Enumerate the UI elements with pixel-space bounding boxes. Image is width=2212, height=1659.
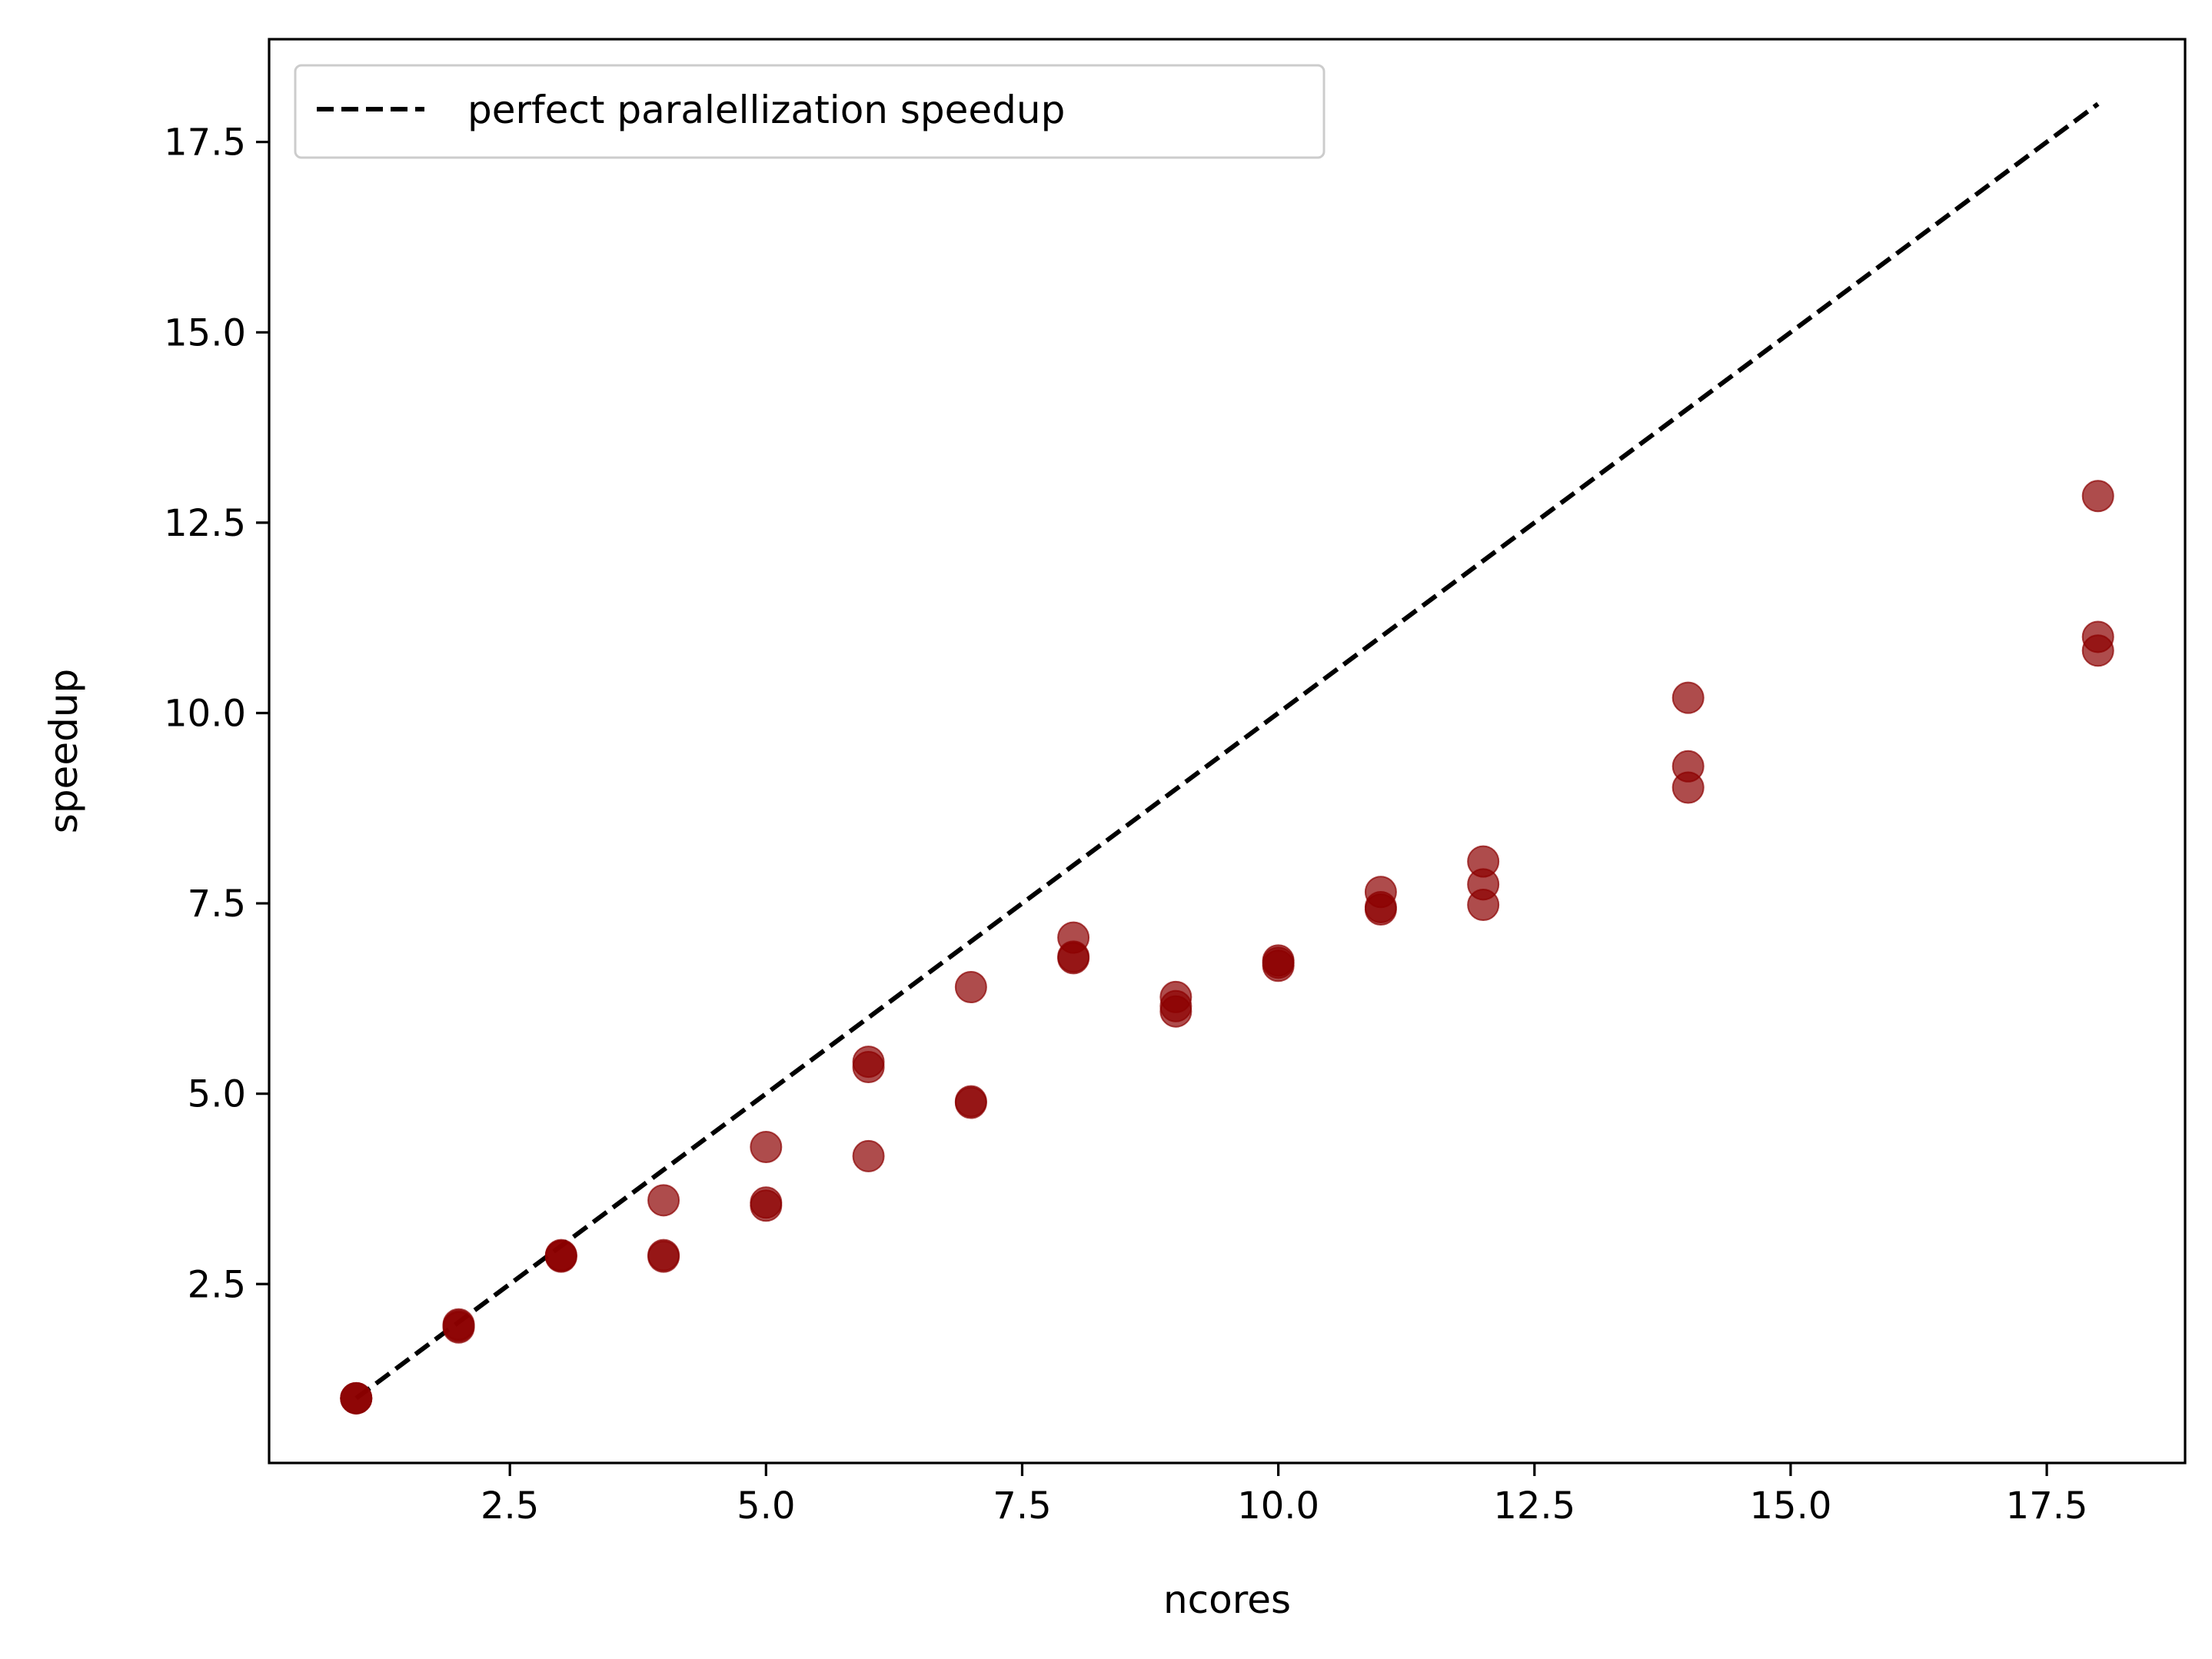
y-tick-label: 15.0	[164, 311, 246, 354]
axes: 2.5 5.0 7.5 10.0 12.5 15.0 17.5 2.5 5.0 7.5 10.0 12…	[42, 38, 2187, 1622]
plot-area	[340, 101, 2114, 1415]
y-tick-label: 7.5	[188, 883, 246, 926]
legend: perfect paralellization speedup	[294, 64, 1326, 159]
y-tick-label: 5.0	[188, 1073, 246, 1116]
scatter-point	[1159, 995, 1192, 1028]
scatter-point	[1364, 893, 1397, 926]
x-tick-label: 2.5	[481, 1484, 539, 1528]
x-tick-label: 17.5	[2006, 1484, 2088, 1528]
scatter-point	[647, 1184, 680, 1217]
y-tick-label: 17.5	[164, 121, 246, 165]
y-tick-label: 10.0	[164, 692, 246, 735]
plot-content	[340, 101, 2114, 1415]
scatter-point	[750, 1130, 783, 1163]
scatter-point	[2081, 480, 2114, 513]
scatter-point	[1671, 771, 1705, 804]
y-tick-label: 12.5	[164, 502, 246, 545]
scatter-point	[750, 1189, 783, 1222]
scatter-point	[2081, 634, 2114, 667]
legend-box	[294, 64, 1326, 159]
legend-label: perfect paralellization speedup	[467, 88, 1065, 132]
x-tick-label: 7.5	[993, 1484, 1051, 1528]
x-tick-label: 12.5	[1493, 1484, 1575, 1528]
scatter-point	[442, 1311, 475, 1344]
scatter-point	[1262, 949, 1295, 982]
scatter-point	[1467, 889, 1500, 922]
scatter-point	[1057, 942, 1090, 975]
scatter-point	[340, 1381, 373, 1415]
x-tick-label: 15.0	[1750, 1484, 1832, 1528]
scatter-point	[852, 1051, 885, 1084]
scatter-point	[954, 1086, 987, 1119]
y-tick-label: 2.5	[188, 1263, 246, 1306]
scatter-point	[852, 1139, 885, 1172]
x-axis-label: ncores	[1163, 1578, 1291, 1622]
scatter-point	[954, 971, 987, 1004]
scatter-point	[647, 1240, 680, 1273]
x-tick-label: 5.0	[737, 1484, 795, 1528]
y-axis-label: speedup	[42, 669, 86, 833]
scatter-point	[544, 1239, 577, 1272]
axes-frame	[268, 38, 2187, 1465]
x-tick-label: 10.0	[1237, 1484, 1319, 1528]
scatter-point	[1671, 681, 1705, 714]
perfect-speedup-line	[354, 101, 2100, 1401]
